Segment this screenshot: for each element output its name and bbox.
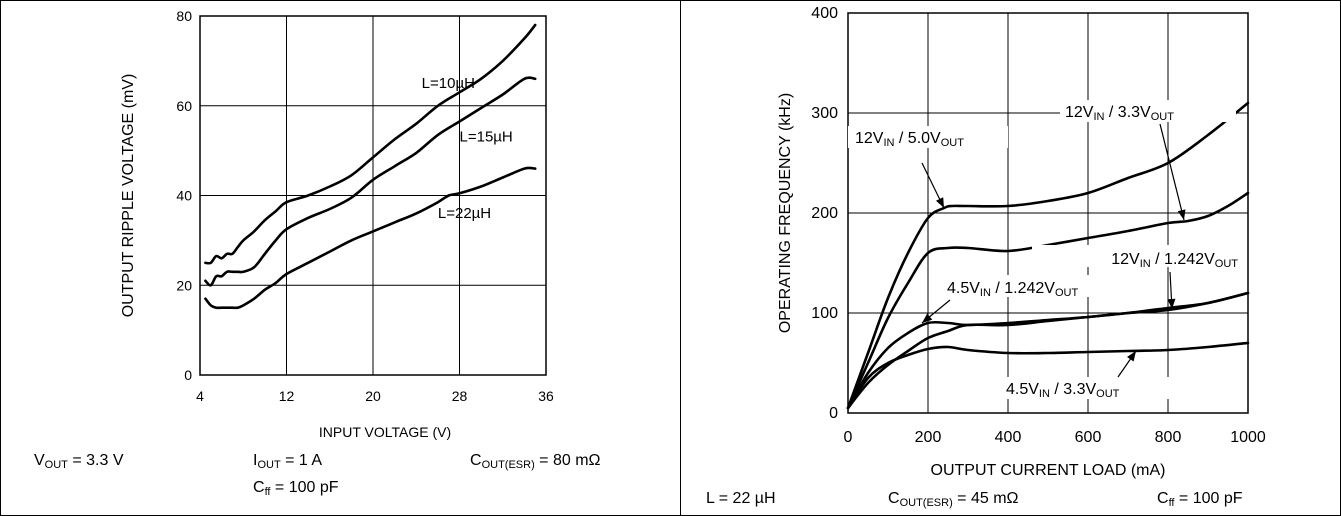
frequency-chart-y-tick-label: 400 xyxy=(811,5,838,22)
frequency-chart-arrow-12vin-5-0vout-head xyxy=(936,197,944,208)
frequency-chart-label-12vin-3-3vout: 12VIN / 3.3VOUT xyxy=(1065,104,1174,123)
frequency-chart-x-tick-label: 1000 xyxy=(1230,429,1266,446)
ripple-chart-series-l-15-h xyxy=(204,76,537,287)
ripple-chart-series-l-22-h xyxy=(204,166,537,310)
frequency-chart-x-tick-label: 400 xyxy=(995,429,1022,446)
left-iout-condition: IOUT = 1 A xyxy=(253,452,323,471)
frequency-chart-y-tick-label: 300 xyxy=(811,105,838,122)
right-l-condition: L = 22 µH xyxy=(706,490,776,507)
left-vout-condition: VOUT = 3.3 V xyxy=(34,452,124,471)
frequency-chart-y-tick-label: 100 xyxy=(811,305,838,322)
ripple-chart-y-tick-label: 40 xyxy=(176,188,192,204)
ripple-chart-plot-frame xyxy=(199,15,547,376)
frequency-chart-series-12vin-3-3vout xyxy=(846,191,1250,410)
frequency-chart-y-tick-label: 0 xyxy=(829,405,838,422)
frequency-chart-series-12vin-5-0vout xyxy=(846,101,1250,410)
ripple-chart-y-tick-label: 20 xyxy=(176,277,192,293)
ripple-chart-y-tick-label: 0 xyxy=(184,367,192,383)
ripple-chart-x-tick-label: 4 xyxy=(196,388,204,404)
frequency-chart-arrow-4-5vin-3-3vout-head xyxy=(1127,351,1136,362)
frequency-chart-x-tick-label: 800 xyxy=(1155,429,1182,446)
frequency-chart-label-bg xyxy=(1060,100,1236,122)
frequency-chart-label-4-5vin-3-3vout: 4.5VIN / 3.3VOUT xyxy=(1006,381,1120,400)
frequency-chart-x-tick-label: 200 xyxy=(915,429,942,446)
frequency-chart-y-axis-label: OPERATING FREQUENCY (kHz) xyxy=(777,93,794,333)
right-cff-condition: Cff = 100 pF xyxy=(1157,490,1243,509)
frequency-chart-label-bg xyxy=(1000,377,1170,399)
frequency-chart-plot-frame xyxy=(847,12,1249,414)
frequency-chart-label-bg xyxy=(848,126,1008,148)
frequency-chart-label-12vin-1-242vout: 12VIN / 1.242VOUT xyxy=(1111,251,1238,270)
frequency-chart-label-4-5vin-1-242vout: 4.5VIN / 1.242VOUT xyxy=(947,280,1078,299)
frequency-chart-series-12vin-1-242vout xyxy=(846,291,1250,410)
frequency-chart-label-12vin-5-0vout: 12VIN / 5.0VOUT xyxy=(855,130,964,149)
ripple-chart-series-l-10-h xyxy=(204,23,537,265)
frequency-chart-label-bg xyxy=(944,275,1150,297)
frequency-chart-label-bg xyxy=(1032,245,1242,267)
ripple-chart-label-l-10-h: L=10µH xyxy=(422,75,475,92)
ripple-chart-x-tick-label: 12 xyxy=(279,388,295,404)
frequency-chart-arrow-12vin-3-3vout-shaft xyxy=(1159,123,1185,221)
left-cout-condition: COUT(ESR) = 80 mΩ xyxy=(470,452,601,471)
ripple-chart-x-tick-label: 20 xyxy=(365,388,381,404)
frequency-chart-plot: 0 200 400 600 800 1000 0 100 200 300 400 OUTPUT CUR… xyxy=(777,5,1266,479)
frequency-chart-arrow-12vin-3-3vout-head xyxy=(1177,209,1186,220)
ripple-chart-plot: 4 12 20 28 36 0 20 40 60 80 INPUT VOLTAGE (V) OUTPU… xyxy=(120,8,554,440)
left-cff-condition: Cff = 100 pF xyxy=(253,479,339,498)
frequency-chart-x-axis-label: OUTPUT CURRENT LOAD (mA) xyxy=(931,462,1166,479)
frequency-chart-x-tick-label: 600 xyxy=(1075,429,1102,446)
ripple-chart-x-tick-label: 28 xyxy=(452,388,468,404)
ripple-chart-y-tick-label: 80 xyxy=(176,8,192,24)
ripple-chart-y-axis-label: OUTPUT RIPPLE VOLTAGE (mV) xyxy=(120,74,137,318)
ripple-chart-y-tick-label: 60 xyxy=(176,98,192,114)
right-cout-condition: COUT(ESR) = 45 mΩ xyxy=(888,490,1019,509)
frequency-chart-arrow-12vin-1-242vout-head xyxy=(1167,298,1176,309)
frequency-chart-y-tick-label: 200 xyxy=(811,205,838,222)
ripple-chart-x-axis-label: INPUT VOLTAGE (V) xyxy=(319,424,451,440)
ripple-chart-label-l-22-h: L=22µH xyxy=(438,205,491,222)
frequency-chart-x-tick-label: 0 xyxy=(844,429,853,446)
frequency-chart-arrow-4-5vin-1-242vout-head xyxy=(922,313,933,323)
ripple-chart-label-l-15-h: L=15µH xyxy=(460,129,513,146)
ripple-chart-x-tick-label: 36 xyxy=(538,388,554,404)
frequency-chart-series-4-5vin-3-3vout xyxy=(846,341,1250,410)
